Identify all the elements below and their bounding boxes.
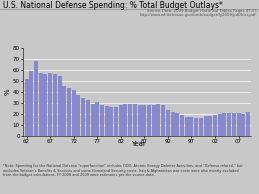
Bar (213, 115, 217, 136)
Bar (67, 88, 71, 136)
Bar (222, 113, 226, 136)
Y-axis label: %: % (5, 89, 11, 95)
Bar (180, 115, 184, 136)
Bar (95, 102, 99, 136)
Bar (53, 74, 57, 136)
Bar (57, 76, 62, 136)
Bar (62, 86, 66, 136)
Bar (124, 104, 127, 136)
Bar (236, 113, 241, 136)
Bar (29, 71, 33, 136)
Bar (199, 118, 203, 136)
Bar (208, 116, 212, 136)
Bar (218, 114, 222, 136)
Bar (204, 116, 207, 136)
Bar (166, 110, 170, 136)
Text: *Note: Spending for the National Defense "superfunction" includes DOD, Atomic En: *Note: Spending for the National Defense… (3, 164, 242, 177)
Bar (76, 95, 80, 136)
Text: Year: Year (131, 141, 146, 147)
Bar (156, 104, 161, 136)
Bar (161, 105, 165, 136)
Bar (114, 107, 118, 136)
Bar (232, 113, 236, 136)
Bar (72, 90, 76, 136)
Bar (86, 100, 90, 136)
Bar (48, 73, 52, 136)
Bar (138, 105, 142, 136)
Bar (189, 117, 193, 136)
Bar (133, 104, 137, 136)
Bar (152, 105, 156, 136)
Text: U.S. National Defense Spending: % Total Budget Outlays*: U.S. National Defense Spending: % Total … (3, 1, 222, 10)
Bar (175, 113, 179, 136)
Bar (44, 74, 47, 136)
Bar (227, 113, 231, 136)
Bar (25, 79, 28, 136)
Bar (39, 73, 43, 136)
Bar (194, 118, 198, 136)
Bar (109, 107, 113, 136)
Bar (91, 104, 95, 136)
Bar (171, 112, 175, 136)
Bar (185, 117, 189, 136)
Bar (147, 105, 151, 136)
Bar (81, 98, 85, 136)
Bar (34, 61, 38, 136)
Bar (246, 112, 250, 136)
Bar (142, 105, 146, 136)
Bar (119, 105, 123, 136)
Bar (100, 105, 104, 136)
Bar (128, 104, 132, 136)
Bar (105, 106, 109, 136)
Text: Source Data: 2009 Budget Historical Tables Pages 47-55
http://www.whitehouse.gov: Source Data: 2009 Budget Historical Tabl… (140, 9, 256, 17)
Bar (241, 114, 245, 136)
